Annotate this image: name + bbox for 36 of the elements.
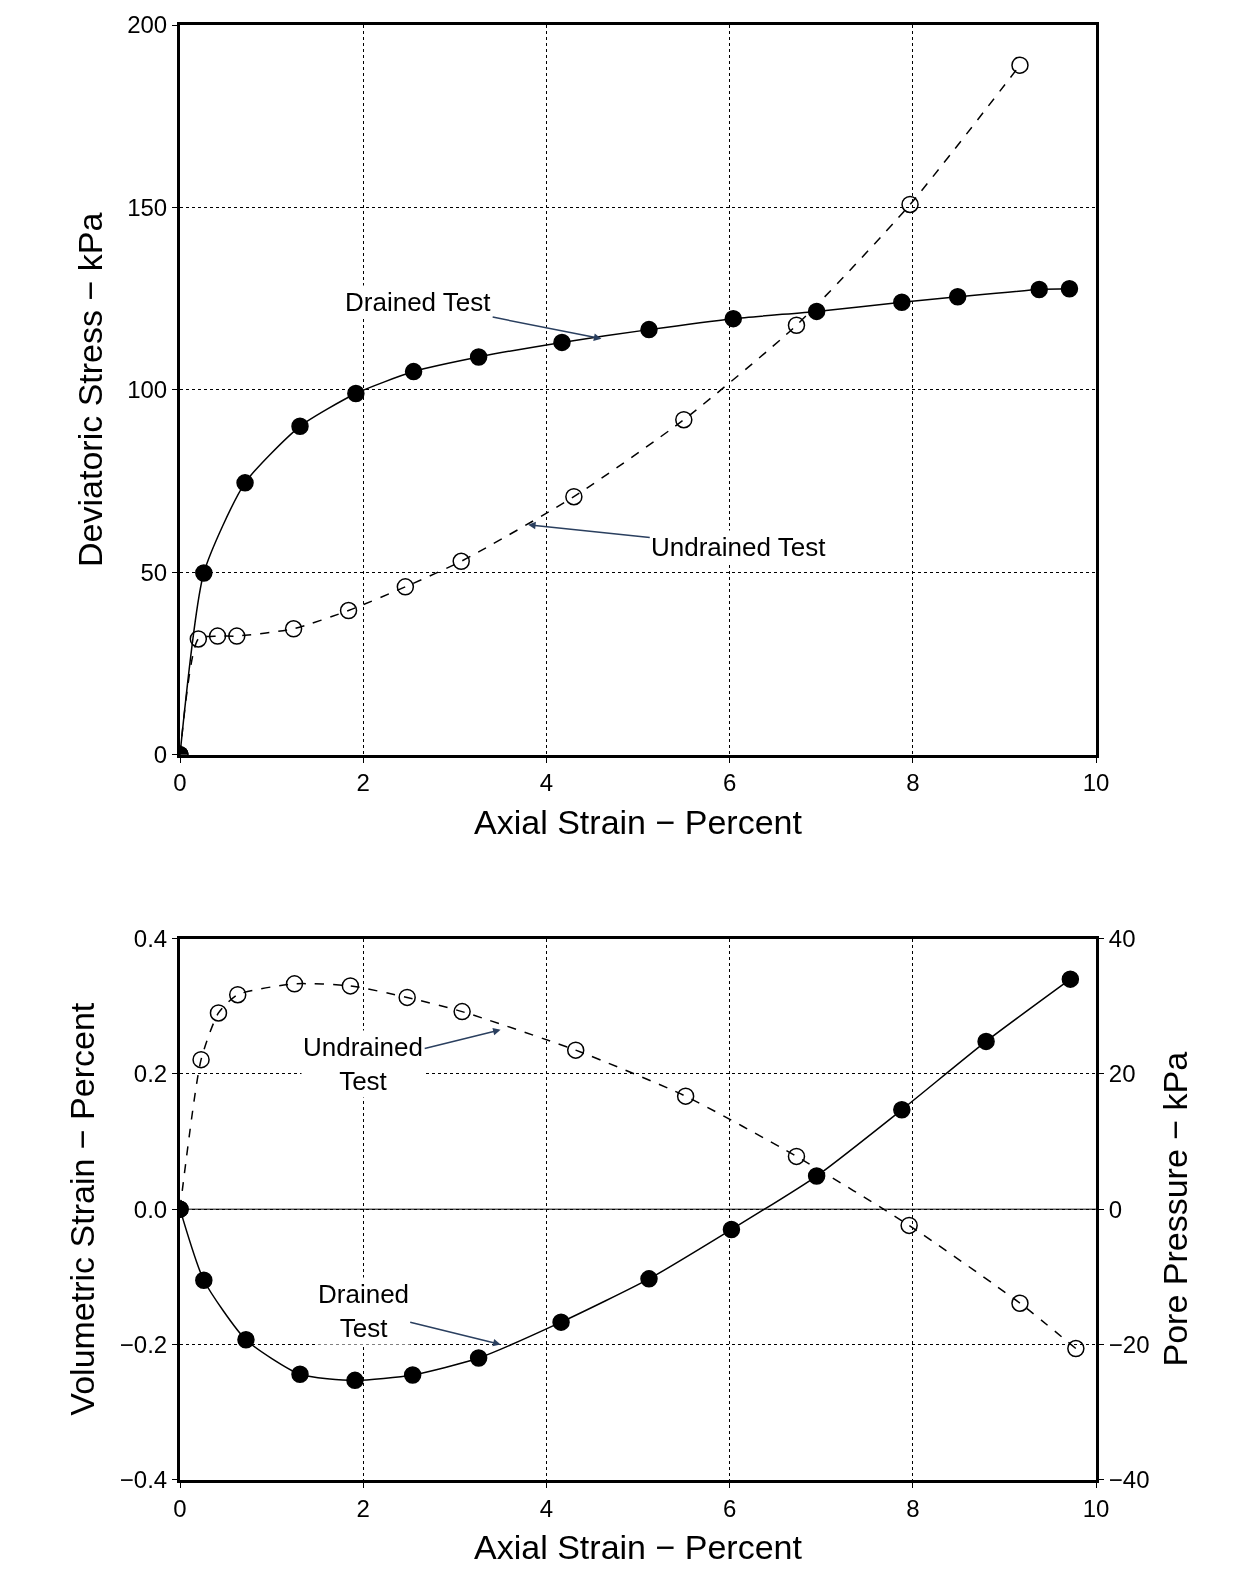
x-tick-label: 6 [722, 1494, 737, 1522]
x-tick-label: 4 [539, 1494, 554, 1522]
y-tick-label: −0.4 [119, 1466, 168, 1494]
x-tick-label: 2 [356, 769, 370, 797]
x-tick-label: 2 [356, 1494, 370, 1522]
y2-tick-label: 40 [1108, 924, 1136, 952]
x-tick-label: 8 [906, 1494, 920, 1522]
x-axis-title: Axial Strain − Percent [474, 1527, 803, 1566]
y-tick-label: 0.2 [133, 1060, 168, 1088]
y2-tick-label: 20 [1108, 1060, 1136, 1088]
y-tick-label: 0.4 [133, 924, 168, 952]
annotation: Drained Test [318, 1279, 410, 1343]
x-axis-title: Axial Strain − Percent [474, 802, 803, 841]
y2-tick-label: −20 [1108, 1330, 1150, 1358]
y2-tick-label: 0 [1108, 1195, 1123, 1223]
x-tick-label: 8 [906, 769, 920, 797]
y-tick-label: 150 [127, 193, 168, 221]
y-axis-title: Volumetric Strain − Percent [63, 1002, 102, 1416]
y-tick-label: 50 [140, 558, 168, 586]
y-tick-label: 200 [127, 11, 168, 39]
x-tick-label: 10 [1082, 1494, 1110, 1522]
annotation: Drained Test [345, 287, 492, 317]
x-tick-label: 4 [539, 769, 554, 797]
x-tick-label: 0 [173, 769, 187, 797]
y2-axis-title: Pore Pressure − kPa [1155, 1051, 1194, 1367]
y-tick-label: −0.2 [119, 1330, 168, 1358]
y-tick-label: 0.0 [133, 1195, 168, 1223]
x-tick-label: 0 [173, 1494, 187, 1522]
y-tick-label: 100 [127, 376, 168, 404]
annotation: Undrained Test [651, 532, 827, 562]
y2-tick-label: −40 [1108, 1466, 1150, 1494]
y-axis-title: Deviatoric Stress − kPa [70, 212, 109, 567]
y-tick-label: 0 [153, 741, 168, 769]
x-tick-label: 6 [722, 769, 737, 797]
annotation: Undrained Test [303, 1032, 423, 1096]
x-tick-label: 10 [1082, 769, 1110, 797]
